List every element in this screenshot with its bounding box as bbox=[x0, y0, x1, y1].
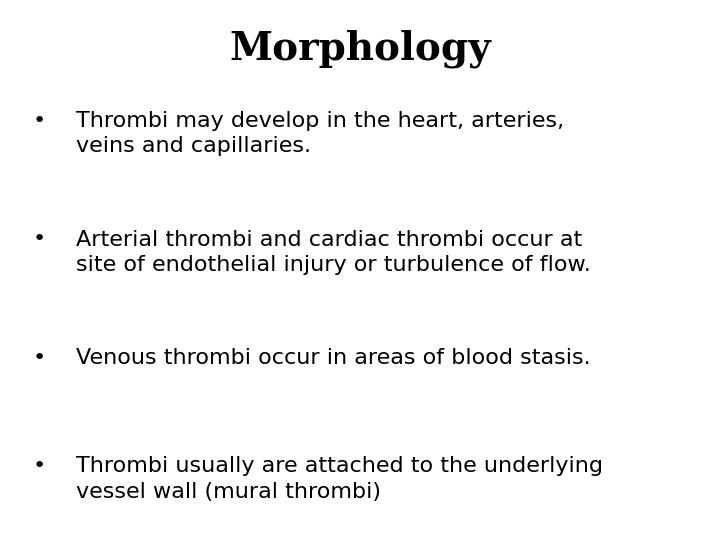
Text: •: • bbox=[33, 230, 46, 249]
Text: Thrombi usually are attached to the underlying
vessel wall (mural thrombi): Thrombi usually are attached to the unde… bbox=[76, 456, 603, 502]
Text: Thrombi may develop in the heart, arteries,
veins and capillaries.: Thrombi may develop in the heart, arteri… bbox=[76, 111, 564, 156]
Text: •: • bbox=[33, 111, 46, 131]
Text: Morphology: Morphology bbox=[229, 30, 491, 68]
Text: Arterial thrombi and cardiac thrombi occur at
site of endothelial injury or turb: Arterial thrombi and cardiac thrombi occ… bbox=[76, 230, 590, 275]
Text: •: • bbox=[33, 456, 46, 476]
Text: Venous thrombi occur in areas of blood stasis.: Venous thrombi occur in areas of blood s… bbox=[76, 348, 590, 368]
Text: •: • bbox=[33, 348, 46, 368]
